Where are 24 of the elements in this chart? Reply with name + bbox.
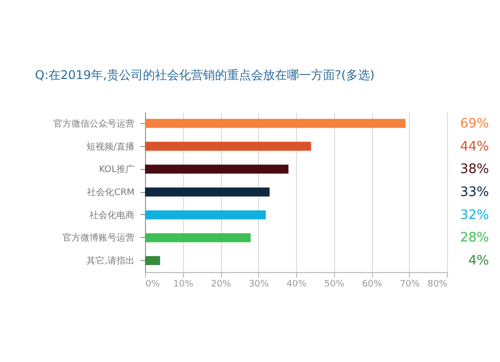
y-tick-label: 官方微信公众号运营: [54, 118, 134, 130]
y-tick-label: 短视频/直播: [86, 141, 134, 152]
x-tick-label: 0%: [146, 280, 160, 290]
x-tick-label: 40%: [286, 280, 307, 290]
data-label: 38%: [460, 162, 489, 178]
x-tick-label: 30%: [248, 280, 270, 290]
x-tick-label: 60%: [362, 280, 382, 290]
y-tick-label: KOL推广: [98, 164, 134, 176]
x-tick-label: 50%: [324, 280, 345, 290]
chart-title: Q:在2019年,贵公司的社会化营销的重点会放在哪一方面?(多选): [35, 68, 375, 82]
x-tick-label: 80%: [427, 280, 448, 290]
data-label: 33%: [460, 185, 489, 200]
data-label: 4%: [468, 254, 489, 269]
data-label: 28%: [460, 230, 489, 246]
x-tick-label: 20%: [210, 280, 232, 290]
y-tick-label: 官方微博账号运营: [62, 232, 134, 244]
y-tick-label: 社会化电商: [90, 210, 134, 221]
x-tick-label: 10%: [173, 280, 194, 290]
data-label: 44%: [460, 139, 489, 154]
y-tick-label: 社会化CRM: [87, 187, 134, 198]
data-label: 69%: [460, 116, 489, 132]
x-tick-label: 70%: [400, 280, 420, 290]
y-tick-label: 其它,请指出: [86, 256, 134, 267]
data-label: 32%: [460, 208, 489, 223]
